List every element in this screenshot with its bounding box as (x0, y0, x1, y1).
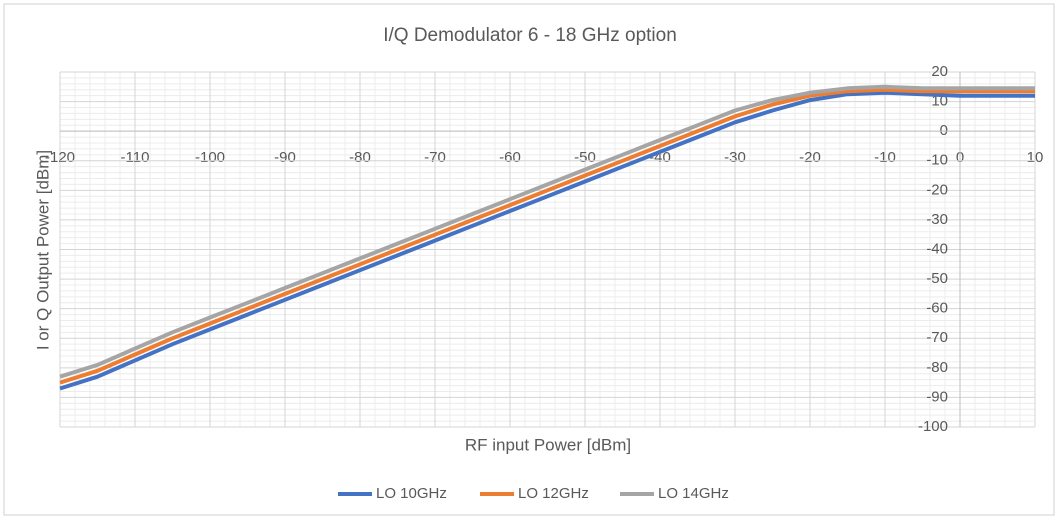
x-tick-label: -70 (424, 149, 446, 166)
x-tick-label: -110 (121, 149, 150, 166)
y-tick-label: -10 (926, 152, 948, 169)
legend-label: LO 10GHz (376, 485, 447, 502)
y-tick-label: -70 (926, 329, 948, 346)
y-tick-label: -30 (926, 211, 948, 228)
y-tick-label: 20 (931, 63, 948, 80)
y-tick-label: -80 (926, 359, 948, 376)
x-tick-label: -120 (45, 149, 75, 166)
series-line (59, 84, 1035, 379)
legend-label: LO 12GHz (518, 485, 589, 502)
y-tick-label: -20 (926, 181, 948, 198)
x-tick-label: -80 (349, 149, 371, 166)
x-tick-label: -90 (274, 149, 296, 166)
chart-title: I/Q Demodulator 6 - 18 GHz option (383, 25, 677, 46)
y-tick-label: 0 (940, 122, 948, 139)
x-axis-title: RF input Power [dBm] (465, 435, 631, 454)
x-tick-label: -60 (499, 149, 521, 166)
y-tick-label: -90 (926, 388, 948, 405)
y-tick-label: -60 (926, 300, 948, 317)
x-tick-label: -50 (574, 149, 596, 166)
y-tick-label: -100 (918, 418, 948, 435)
x-tick-label: -30 (724, 149, 746, 166)
x-tick-label: -100 (195, 149, 225, 166)
y-tick-label: -40 (926, 240, 948, 257)
series-line (59, 87, 1035, 385)
x-tick-label: -10 (874, 149, 896, 166)
x-tick-label: 10 (1027, 149, 1044, 166)
series-line (59, 90, 1035, 391)
y-axis-title: I or Q Output Power [dBm] (33, 150, 52, 350)
legend-label: LO 14GHz (658, 485, 729, 502)
x-tick-label: -20 (799, 149, 821, 166)
y-tick-label: -50 (926, 270, 948, 287)
